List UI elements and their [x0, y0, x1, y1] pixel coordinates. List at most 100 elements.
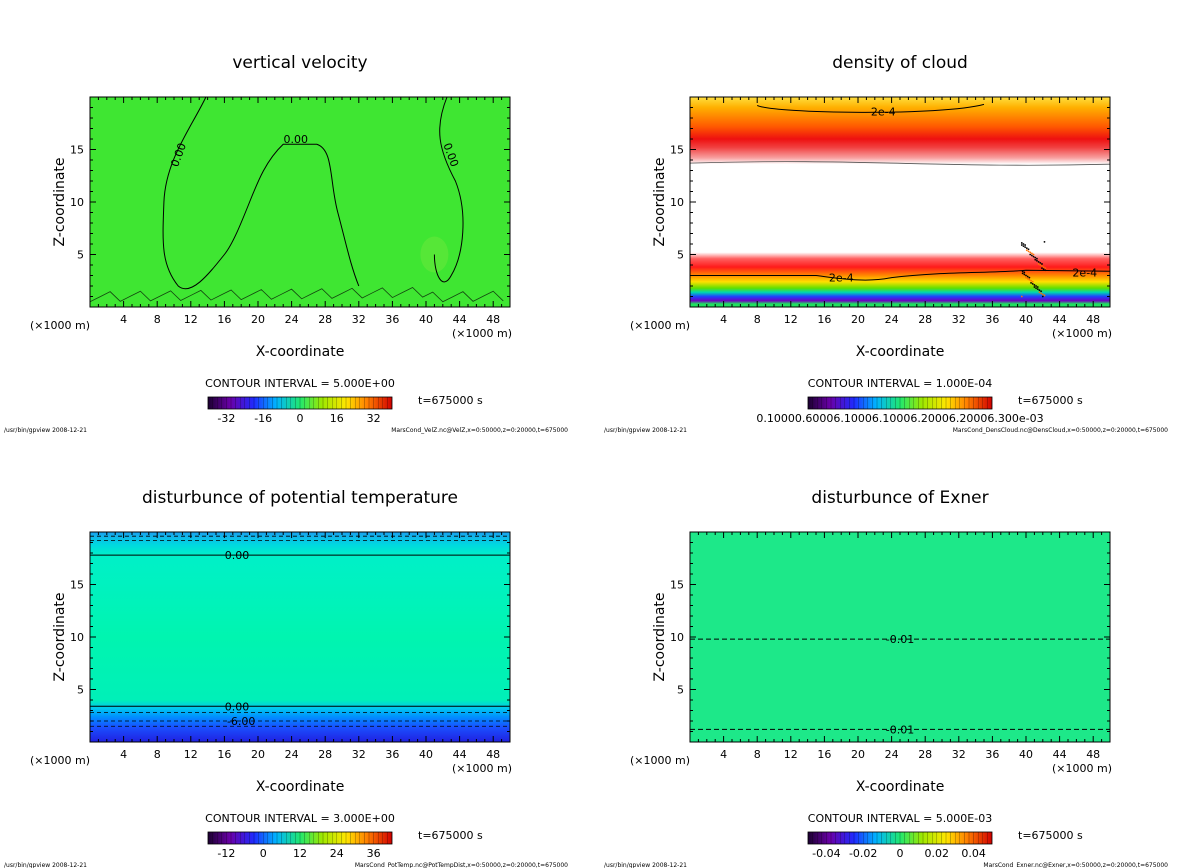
noise-dot: [1020, 244, 1023, 246]
y-axis-label: Z-coordinate: [52, 592, 68, 681]
x-tick-label: 16: [217, 748, 231, 761]
noise-dot: [1025, 247, 1028, 250]
y-tick-label: 5: [77, 684, 84, 697]
noise-dot: [1030, 279, 1032, 282]
x-tick-label: 36: [385, 313, 399, 326]
y-tick-label: 10: [670, 631, 684, 644]
noise-dot: [1034, 256, 1037, 259]
noise-dot: [1036, 259, 1038, 262]
footer-left: /usr/bin/gpview 2008-12-21: [604, 427, 687, 434]
colorbar-tick-label: 0: [260, 847, 267, 860]
colorbar-tick-label: -0.04: [812, 847, 840, 860]
footer-left: /usr/bin/gpview 2008-12-21: [4, 862, 87, 868]
noise-dot: [1030, 252, 1033, 255]
x-tick-label: 48: [486, 748, 500, 761]
time-label: t=675000 s: [1018, 394, 1083, 407]
x-tick-label: 24: [285, 748, 299, 761]
x-tick-label: 12: [184, 313, 198, 326]
y-tick-label: 10: [670, 196, 684, 209]
contour-line: [690, 269, 1111, 281]
chart-panel: disturbunce of Exner-0.01-0.014 8 12 16 20 24…: [604, 488, 1168, 868]
x-unit-left: (×1000 m): [630, 319, 690, 332]
noise-dot: [1042, 266, 1045, 268]
noise-dot: [1025, 274, 1027, 277]
noise-dot: [1030, 254, 1033, 257]
x-tick-label: 32: [352, 313, 366, 326]
chart-title: density of cloud: [832, 53, 968, 73]
x-tick-label: 48: [1086, 313, 1100, 326]
colorbar-tick-label: 32: [367, 412, 381, 425]
x-tick-label: 12: [784, 313, 798, 326]
colorbar-tick-label: 0: [297, 412, 304, 425]
noise-dot: [1044, 269, 1047, 272]
noise-dot: [1036, 288, 1039, 291]
x-tick-label: 12: [184, 748, 198, 761]
noise-dot: [1025, 249, 1028, 252]
contour-interval: CONTOUR INTERVAL = 1.000E-04: [808, 377, 992, 390]
x-unit-right: (×1000 m): [1052, 762, 1112, 775]
x-tick-label: 24: [885, 313, 899, 326]
x-tick-label: 4: [720, 313, 727, 326]
noise-dot: [1037, 260, 1040, 263]
x-unit-left: (×1000 m): [30, 754, 90, 767]
noise-dot: [1039, 264, 1042, 266]
x-tick-label: 36: [385, 748, 399, 761]
x-axis-label: X-coordinate: [256, 344, 345, 360]
plot-area: [690, 97, 1110, 307]
noise-dot: [1029, 253, 1032, 256]
contour-line: [89, 286, 504, 303]
contour-label: 2e-4: [1072, 266, 1097, 279]
x-unit-left: (×1000 m): [30, 319, 90, 332]
x-tick-label: 28: [318, 313, 332, 326]
noise-dot: [1022, 243, 1025, 245]
x-tick-label: 44: [1053, 748, 1067, 761]
y-axis-label: Z-coordinate: [652, 157, 668, 246]
contour-line: [433, 96, 464, 283]
footer-right: MarsCond_Exner.nc@Exner,x=0:50000,z=0:20…: [983, 862, 1168, 868]
noise-dot: [1020, 242, 1023, 244]
y-tick-label: 15: [70, 579, 84, 592]
contour-label: 0.00: [225, 700, 250, 713]
y-tick-label: 5: [677, 249, 684, 262]
contour-interval: CONTOUR INTERVAL = 3.000E+00: [205, 812, 395, 825]
noise-dot: [1022, 245, 1025, 248]
x-tick-label: 16: [817, 748, 831, 761]
x-tick-label: 4: [720, 748, 727, 761]
colorbar-tick-label: -16: [254, 412, 272, 425]
contour-label: 2e-4: [829, 272, 854, 285]
y-axis-label: Z-coordinate: [52, 157, 68, 246]
colorbar-tick-label: 0.02: [925, 847, 950, 860]
x-tick-label: 32: [952, 313, 966, 326]
footer-right: MarsCond_VelZ.nc@VelZ,x=0:50000,z=0:2000…: [391, 427, 568, 434]
noise-dot: [1041, 293, 1044, 296]
noise-dot: [1041, 295, 1044, 298]
contour-line: [756, 103, 985, 113]
noise-dot: [1028, 278, 1031, 281]
colorbar-tick-label: 12: [293, 847, 307, 860]
contour-label: 0.00: [284, 133, 309, 146]
x-axis-label: X-coordinate: [256, 779, 345, 795]
contour-label: 0.00: [225, 549, 250, 562]
noise-dot: [1026, 275, 1029, 278]
x-tick-label: 32: [952, 748, 966, 761]
time-label: t=675000 s: [418, 829, 483, 842]
colorbar-tick-label: 36: [367, 847, 381, 860]
noise-dot: [1038, 291, 1041, 294]
x-tick-label: 32: [352, 748, 366, 761]
noise-dot: [1031, 283, 1034, 285]
noise-dot: [1023, 273, 1026, 276]
contour-label: 2e-4: [871, 106, 896, 119]
noise-dot: [1034, 258, 1037, 261]
noise-dot: [1033, 286, 1036, 288]
noise-dot: [1031, 280, 1034, 283]
y-tick-label: 15: [70, 144, 84, 157]
x-tick-label: 20: [251, 313, 265, 326]
noise-dot: [1041, 267, 1043, 270]
noise-dot: [1037, 263, 1040, 265]
x-tick-label: 44: [453, 748, 467, 761]
colorbar-tick-label: 0: [897, 847, 904, 860]
plot-area: [90, 97, 510, 307]
x-tick-label: 40: [419, 748, 433, 761]
x-tick-label: 48: [1086, 748, 1100, 761]
y-tick-label: 15: [670, 579, 684, 592]
